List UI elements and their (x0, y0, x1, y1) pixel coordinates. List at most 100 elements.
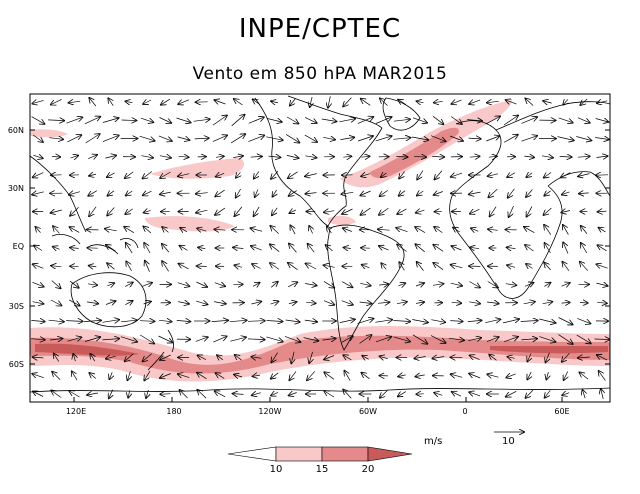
color-bar-segment-15-20 (321, 446, 369, 462)
wind-vector-arrow (233, 156, 243, 158)
wind-vector-arrow (342, 281, 352, 288)
wind-vector-arrow (562, 393, 570, 396)
wind-vector-arrow (506, 390, 517, 396)
wind-vector-arrow (432, 357, 445, 359)
wind-vector-arrow (507, 173, 516, 177)
wind-vector-arrow (324, 356, 335, 360)
wind-vector-arrow (51, 210, 62, 213)
wind-vector-arrow (306, 302, 315, 303)
longitude-axis: 120E 180 120W 60W 0 60E (66, 397, 570, 416)
wind-vector-arrow (215, 207, 226, 215)
wind-vector-arrow (469, 374, 481, 379)
wind-vector-arrow (66, 117, 83, 124)
wind-vector-arrow (305, 174, 317, 177)
wind-vector-arrow (235, 355, 242, 361)
wind-vector-arrow (326, 245, 333, 252)
europe-africa-coast (449, 120, 563, 299)
wind-vector-arrow (215, 391, 226, 398)
wind-vector-arrow (414, 357, 426, 359)
wind-vector-arrow (526, 389, 534, 398)
wind-vector-arrow (230, 337, 246, 342)
wind-vector-arrow (197, 373, 207, 380)
wind-vector-arrow (452, 246, 462, 250)
wind-vector-arrow (234, 375, 243, 378)
wind-vector-arrow (412, 320, 428, 323)
wind-vector-arrow (34, 246, 43, 251)
wind-vector-arrow (69, 391, 80, 398)
wind-vector-arrow (194, 138, 209, 139)
wind-vector-arrow (328, 96, 330, 107)
wind-vector-arrow (469, 281, 480, 288)
map-frame (29, 93, 611, 403)
wind-vector-arrow (342, 208, 353, 214)
wind-vector-arrow (126, 262, 132, 272)
wind-vector-arrow (398, 375, 406, 377)
wind-vectors (31, 96, 609, 399)
wind-vector-arrow (309, 226, 312, 234)
wind-vector-arrow (109, 389, 113, 399)
wind-vector-arrow (271, 101, 278, 103)
wind-vector-arrow (393, 119, 410, 121)
wind-vector-arrow (486, 302, 499, 304)
wind-vector-arrow (398, 100, 406, 105)
wind-vector-arrow (450, 321, 462, 322)
wind-vector-arrow (339, 119, 355, 122)
wind-vector-arrow (467, 120, 482, 121)
wind-vector-arrow (357, 319, 374, 324)
wind-vector-arrow (360, 190, 371, 196)
wind-vector-arrow (543, 101, 552, 103)
wind-vector-arrow (579, 303, 588, 304)
wind-vector-arrow (270, 301, 279, 304)
wind-vector-arrow (561, 211, 571, 213)
asia-coast (30, 101, 610, 233)
lat-label-30s: 30S (9, 302, 24, 311)
wind-vector-arrow (598, 245, 607, 252)
wind-vector-arrow (508, 188, 515, 198)
wind-vector-arrow (145, 261, 150, 272)
wind-vector-arrow (576, 136, 591, 141)
wind-vector-arrow (525, 245, 534, 252)
wind-vector-arrow (563, 225, 569, 235)
wind-vector-arrow (248, 135, 264, 142)
wind-vector-arrow (399, 171, 405, 179)
wind-vector-arrow (89, 266, 97, 267)
wind-vector-arrow (105, 301, 116, 305)
wind-vector-arrow (48, 320, 64, 322)
wind-vector-arrow (88, 190, 97, 196)
color-bar-label-20: 20 (362, 464, 375, 475)
wind-vector-arrow (270, 282, 278, 288)
wind-vector-arrow (254, 206, 260, 216)
wind-vector-arrow (486, 136, 499, 142)
wind-vector-arrow (596, 283, 607, 286)
wind-vector-arrow (247, 339, 265, 340)
wind-vector-arrow (544, 263, 551, 271)
wind-vector-arrow (599, 228, 606, 232)
wind-vector-arrow (178, 302, 189, 304)
wind-vector-arrow (109, 372, 112, 379)
wind-vector-arrow (452, 392, 462, 396)
lon-label-0: 0 (462, 407, 467, 416)
wind-vector-arrow (559, 156, 572, 157)
wind-vector-arrow (290, 210, 297, 213)
wind-vector-arrow (417, 191, 424, 196)
wind-vector-arrow (128, 371, 131, 380)
wind-vector-arrow (233, 394, 244, 395)
wind-vector-arrow (433, 245, 444, 252)
wind-vector-arrow (159, 117, 172, 124)
wind-vector-arrow (288, 263, 298, 270)
wind-vector-arrow (179, 264, 189, 270)
wind-vector-arrow (33, 264, 44, 268)
wind-vector-arrow (52, 157, 60, 158)
wind-vector-arrow (412, 334, 427, 344)
wind-vector-arrow (470, 209, 480, 213)
wind-vector-arrow (375, 136, 392, 142)
wind-vector-arrow (597, 355, 608, 361)
wind-vector-arrow (32, 281, 43, 286)
wind-vector-arrow (415, 244, 425, 253)
wind-vector-arrow (49, 339, 62, 341)
wind-vector-arrow (266, 336, 282, 342)
wind-vector-arrow (415, 227, 426, 233)
wind-vector-arrow (162, 244, 170, 253)
wind-vector-arrow (31, 116, 45, 124)
map-subtitle: Vento em 850 hPA MAR2015 (192, 64, 448, 84)
